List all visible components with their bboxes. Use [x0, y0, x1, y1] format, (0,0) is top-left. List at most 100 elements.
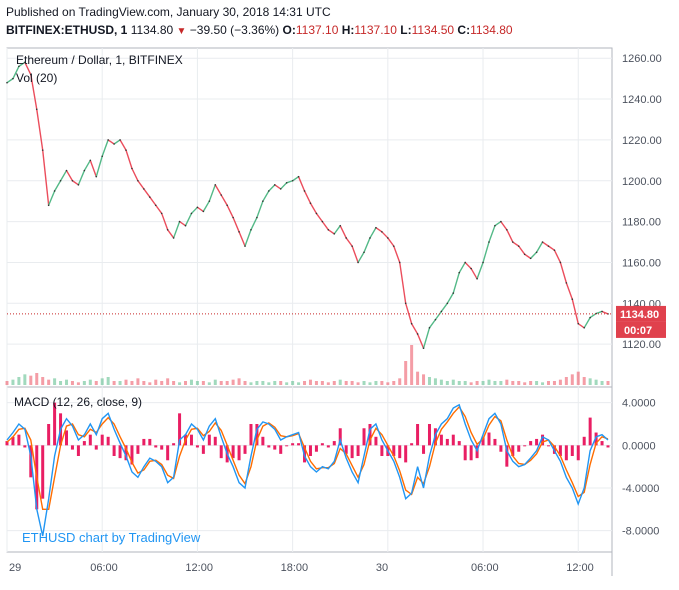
volume-bar	[106, 377, 110, 385]
volume-bar	[439, 379, 443, 385]
macd-histogram-bar	[118, 445, 122, 459]
price-segment	[65, 170, 74, 182]
macd-histogram-bar	[362, 428, 366, 446]
macd-histogram-bar	[94, 445, 98, 450]
price-point	[511, 241, 514, 243]
volume-bar	[47, 379, 51, 385]
price-segment	[524, 253, 532, 259]
macd-histogram-bar	[410, 443, 414, 446]
close-label: C:	[457, 23, 471, 37]
macd-histogram-bar	[535, 438, 539, 446]
countdown-label: 00:07	[624, 325, 652, 337]
macd-line	[6, 403, 609, 537]
price-segment	[482, 241, 490, 263]
macd-histogram-bar	[558, 445, 562, 456]
high-label: H:	[341, 23, 355, 37]
price-point	[321, 220, 324, 223]
price-point	[172, 237, 175, 239]
price-segment	[399, 262, 407, 304]
quote-line: BITFINEX:ETHUSD, 1 1134.80 ▼ −39.50 (−3.…	[6, 23, 513, 37]
close-value: 1134.80	[470, 23, 513, 37]
macd-histogram-bar	[207, 434, 211, 446]
macd-histogram-bar	[398, 445, 402, 459]
macd-tick-label: -4.0000	[622, 483, 659, 495]
price-point	[470, 267, 472, 270]
price-segment	[565, 282, 573, 300]
price-point	[333, 233, 336, 235]
macd-histogram-bar	[76, 445, 80, 456]
price-segment	[262, 190, 270, 202]
price-point	[601, 310, 603, 313]
price-point	[208, 200, 211, 202]
volume-bar	[529, 381, 533, 385]
macd-histogram-bar	[487, 432, 491, 446]
price-segment	[53, 180, 62, 192]
price-point	[422, 347, 425, 350]
price-segment	[375, 227, 383, 233]
macd-histogram-bar	[451, 434, 455, 446]
volume-bar	[505, 379, 509, 385]
price-point	[565, 282, 568, 284]
price-point	[339, 224, 342, 227]
chart-area[interactable]: 1260.00 1240.00 1220.00 1200.00 1180.00 1160.…	[0, 40, 679, 585]
price-segment	[381, 231, 389, 239]
price-point	[273, 184, 276, 186]
macd-histogram-bar	[493, 438, 497, 446]
price-point	[369, 237, 371, 239]
macd-histogram-bar	[285, 445, 289, 447]
volume-bar	[427, 377, 431, 385]
price-point	[107, 139, 109, 141]
price-segment	[535, 241, 544, 253]
countdown-badge	[616, 321, 666, 338]
volume-bar	[231, 379, 235, 385]
price-point	[202, 210, 205, 213]
price-point	[303, 190, 306, 192]
macd-histogram-bar	[82, 441, 86, 446]
volume-bar	[41, 377, 45, 385]
volume-bar	[201, 381, 205, 385]
price-point	[160, 212, 163, 215]
macd-histogram-bar	[160, 445, 164, 450]
time-tick-label: 18:00	[281, 562, 309, 574]
macd-histogram-bar	[279, 445, 283, 454]
volume-bar	[422, 374, 426, 385]
price-point	[226, 204, 228, 207]
price-point	[190, 212, 193, 215]
macd-histogram-bar	[416, 424, 420, 446]
price-point	[375, 226, 377, 229]
price-segment	[226, 204, 234, 218]
price-segment	[315, 213, 323, 223]
price-point	[89, 159, 92, 162]
price-tick-label: 1180.00	[622, 217, 661, 229]
price-segment	[577, 323, 585, 329]
last-price: 1134.80	[130, 23, 174, 37]
volume-bar	[368, 382, 372, 385]
volume-bar	[356, 382, 360, 385]
time-tick-label: 12:00	[185, 562, 213, 574]
volume-bar	[463, 381, 467, 385]
price-point	[220, 194, 223, 196]
price-segment	[488, 225, 496, 243]
macd-histogram-bar	[11, 436, 15, 446]
volume-bar	[570, 374, 574, 385]
price-point	[517, 245, 520, 247]
price-point	[387, 237, 389, 239]
volume-bar	[511, 381, 515, 385]
volume-bar	[166, 378, 170, 385]
volume-bar	[53, 378, 57, 385]
price-point	[166, 228, 169, 231]
price-segment	[250, 217, 258, 231]
macd-histogram-bar	[427, 424, 431, 446]
price-point	[196, 206, 199, 209]
chart-svg[interactable]: 1260.00 1240.00 1220.00 1200.00 1180.00 1160.…	[0, 40, 679, 585]
price-point	[434, 318, 437, 321]
volume-bar	[558, 379, 562, 385]
price-point	[125, 149, 127, 151]
price-point	[357, 261, 359, 264]
macd-histogram-bar	[404, 445, 408, 463]
price-segment	[548, 245, 555, 251]
price-point	[256, 216, 258, 219]
price-tick-label: 1260.00	[622, 53, 662, 65]
price-segment	[506, 229, 514, 243]
macd-histogram-bar	[189, 434, 193, 446]
